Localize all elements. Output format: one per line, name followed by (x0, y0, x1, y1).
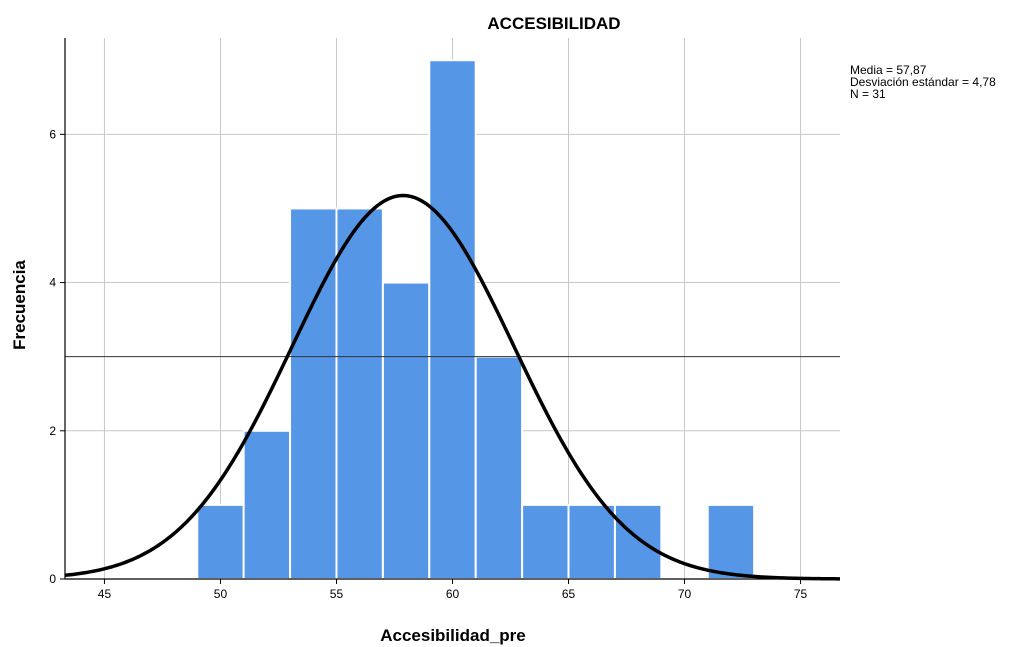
bar-4 (381, 281, 431, 580)
y-tick-label-3: 6 (49, 127, 56, 141)
bar-11 (706, 503, 756, 580)
bar-5 (428, 59, 477, 581)
bar-7 (521, 503, 570, 580)
stats-legend: Media = 57,87 Desviación estándar = 4,78… (850, 63, 996, 101)
normal-curve (64, 193, 841, 581)
chart-title: ACCESIBILIDAD (487, 14, 620, 33)
bar-9 (613, 503, 663, 580)
x-tick-label-6: 75 (794, 587, 808, 601)
stats-n: N = 31 (850, 87, 886, 101)
x-tick-labels: 45 50 55 60 65 70 75 (98, 579, 808, 601)
bar-3 (335, 207, 384, 580)
x-tick-label-0: 45 (98, 587, 112, 601)
histogram-bars (196, 59, 756, 581)
y-axis-label: Frecuencia (10, 260, 29, 350)
bar-6 (474, 355, 524, 580)
stats-sd: Desviación estándar = 4,78 (850, 75, 996, 89)
bar-1 (242, 429, 292, 580)
x-tick-label-1: 50 (214, 587, 228, 601)
x-tick-label-4: 65 (562, 587, 576, 601)
x-tick-label-5: 70 (678, 587, 692, 601)
bar-2 (289, 207, 338, 580)
stats-mean: Media = 57,87 (850, 63, 927, 77)
x-axis-label: Accesibilidad_pre (380, 626, 526, 645)
y-tick-label-2: 4 (49, 276, 56, 290)
y-tick-label-0: 0 (49, 572, 56, 586)
bar-0 (196, 503, 245, 580)
bar-8 (567, 503, 616, 580)
y-tick-labels: 0 2 4 6 (49, 127, 65, 586)
x-tick-label-2: 55 (330, 587, 344, 601)
x-tick-label-3: 60 (446, 587, 460, 601)
y-tick-label-1: 2 (49, 424, 56, 438)
